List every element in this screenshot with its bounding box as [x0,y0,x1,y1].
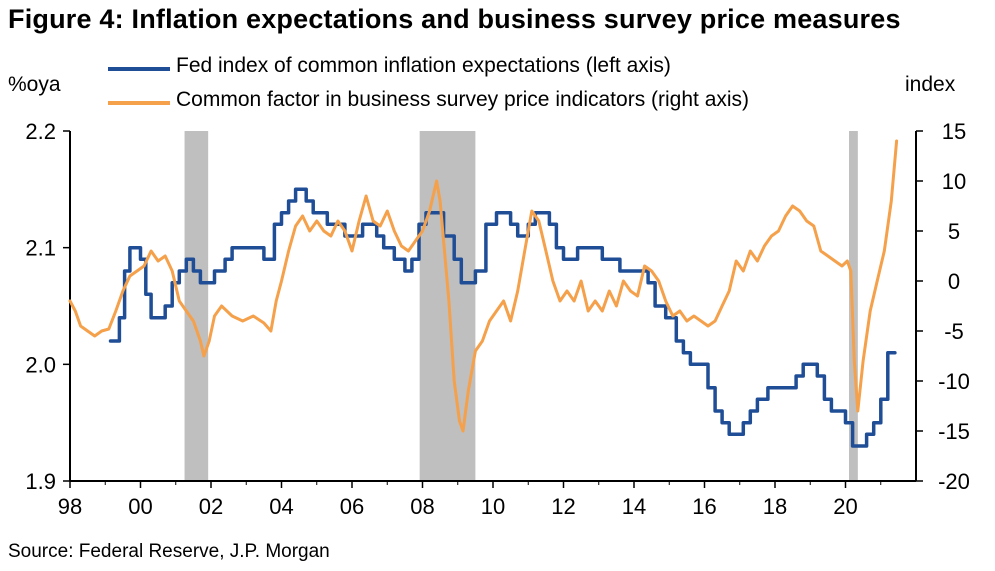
x-tick-label: 20 [833,494,857,519]
legend-label-right-series: Common factor in business survey price i… [176,88,750,111]
right-tick-label: -15 [938,419,970,444]
right-tick-label: 10 [942,169,966,194]
legend-swatch-left-series [108,67,170,71]
series-line-business-survey-factor [68,139,899,433]
left-tick-label: 2.1 [25,236,56,261]
x-tick-label: 00 [128,494,152,519]
legend-swatch-right-series [108,101,170,105]
x-tick-label: 16 [692,494,716,519]
left-tick-label: 2.0 [25,352,56,377]
recession-band-0 [184,131,209,481]
x-tick-label: 14 [622,494,646,519]
recession-band-1 [419,131,476,481]
right-tick-label: 15 [942,119,966,144]
left-axis-unit-label: %oya [8,73,61,96]
x-tick-label: 98 [58,494,82,519]
right-tick-label: -10 [938,369,970,394]
right-tick-label: -20 [938,469,970,494]
x-tick-label: 06 [340,494,364,519]
x-tick-label: 04 [269,494,293,519]
right-axis-unit-label: index [905,73,956,96]
source-note: Source: Federal Reserve, J.P. Morgan [8,541,330,562]
left-tick-label: 2.2 [25,119,56,144]
right-tick-label: 0 [948,269,960,294]
legend-label-left-series: Fed index of common inflation expectatio… [176,54,671,77]
x-tick-label: 02 [199,494,223,519]
x-tick-label: 08 [410,494,434,519]
x-tick-label: 18 [763,494,787,519]
right-tick-label: -5 [944,319,964,344]
chart-title: Figure 4: Inflation expectations and bus… [8,4,901,34]
x-tick-label: 10 [481,494,505,519]
x-tick-label: 12 [551,494,575,519]
series-line-fed-index [108,187,897,448]
right-tick-label: 5 [948,219,960,244]
left-tick-label: 1.9 [25,469,56,494]
